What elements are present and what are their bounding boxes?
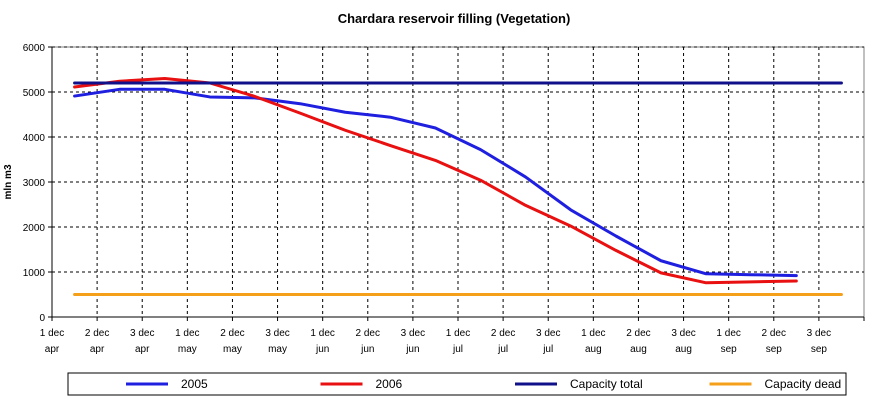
x-tick-label: jun xyxy=(315,344,329,355)
x-tick-label: 3 dec xyxy=(671,328,695,339)
x-tick-label: apr xyxy=(90,344,105,355)
legend-label: Capacity total xyxy=(570,377,643,391)
x-tick-label: sep xyxy=(766,344,783,355)
y-tick-label: 1000 xyxy=(23,268,46,279)
legend: 2005 2006 Capacity total Capacity dead xyxy=(67,372,847,396)
x-tick-label: 1 dec xyxy=(581,328,605,339)
x-tick-label: apr xyxy=(135,344,150,355)
x-tick-label: 2 dec xyxy=(626,328,650,339)
x-tick-label: jul xyxy=(452,344,463,355)
x-tick-label: 2 dec xyxy=(220,328,244,339)
x-tick-label: 3 dec xyxy=(265,328,289,339)
y-tick-label: 5000 xyxy=(23,88,46,99)
x-tick-label: aug xyxy=(675,344,692,355)
x-tick-label: sep xyxy=(721,344,738,355)
y-tick-label: 0 xyxy=(39,313,45,324)
x-tick-label: 1 dec xyxy=(310,328,334,339)
x-tick-label: 1 dec xyxy=(40,328,64,339)
x-tick-label: aug xyxy=(630,344,647,355)
x-tick-label: may xyxy=(223,344,242,355)
y-axis-label: mln m3 xyxy=(3,164,14,199)
series-line xyxy=(73,87,798,278)
x-tick-label: 2 dec xyxy=(356,328,380,339)
x-tick-label: jun xyxy=(405,344,419,355)
y-tick-label: 6000 xyxy=(23,43,46,54)
x-tick-label: 1 dec xyxy=(175,328,199,339)
x-tick-label: 2 dec xyxy=(85,328,109,339)
legend-box xyxy=(67,372,847,396)
y-tick-label: 4000 xyxy=(23,133,46,144)
x-tick-label: jul xyxy=(542,344,553,355)
chart-title: Chardara reservoir filling (Vegetation) xyxy=(338,11,571,26)
x-tick-label: 3 dec xyxy=(401,328,425,339)
y-tick-label: 3000 xyxy=(23,178,46,189)
legend-label: 2005 xyxy=(181,377,208,391)
x-tick-label: sep xyxy=(811,344,828,355)
x-tick-label: 3 dec xyxy=(807,328,831,339)
x-tick-label: 3 dec xyxy=(130,328,154,339)
plot-area: 0 1000 2000 3000 4000 5000 6000 1 dec apr 2 dec ap… xyxy=(23,43,865,355)
x-tick-label: jul xyxy=(497,344,508,355)
x-tick-label: apr xyxy=(45,344,60,355)
legend-label: 2006 xyxy=(376,377,403,391)
x-tick-label: 2 dec xyxy=(762,328,786,339)
x-tick-label: 1 dec xyxy=(716,328,740,339)
x-tick-label: 2 dec xyxy=(491,328,515,339)
x-tick-label: aug xyxy=(585,344,602,355)
x-tick-label: jun xyxy=(360,344,374,355)
x-tick-label: may xyxy=(178,344,197,355)
y-tick-label: 2000 xyxy=(23,223,46,234)
x-tick-label: 1 dec xyxy=(446,328,470,339)
legend-label: Capacity dead xyxy=(765,377,842,391)
x-tick-label: 3 dec xyxy=(536,328,560,339)
x-tick-label: may xyxy=(268,344,287,355)
